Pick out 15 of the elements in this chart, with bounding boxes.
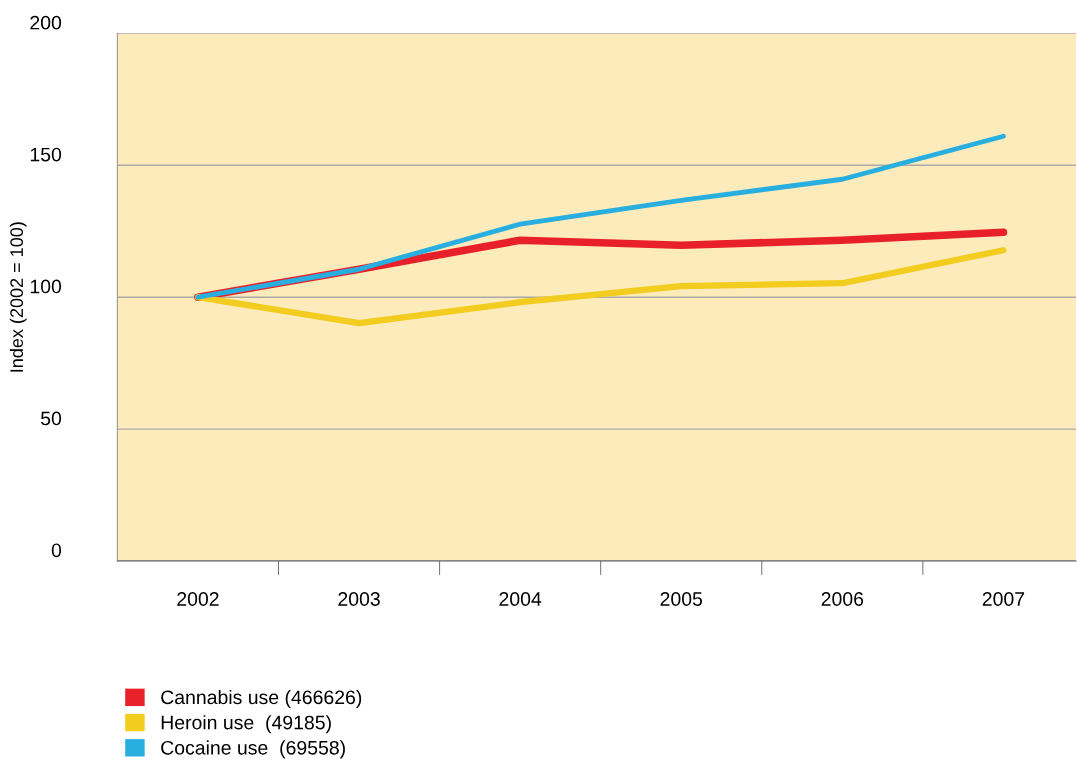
legend-label: Heroin use (49185) bbox=[161, 715, 331, 734]
y-tick-label: 0 bbox=[51, 543, 62, 558]
x-tick-label: 2006 bbox=[821, 592, 864, 606]
y-tick-label: 200 bbox=[30, 15, 62, 30]
x-tick-label: 2005 bbox=[660, 592, 703, 606]
x-tick-label: 2004 bbox=[499, 592, 542, 606]
y-tick-label: 100 bbox=[30, 279, 62, 294]
legend-label: Cannabis use (466626) bbox=[161, 689, 362, 709]
x-tick-label: 2007 bbox=[982, 592, 1025, 606]
y-tick-label: 150 bbox=[30, 147, 62, 162]
y-axis-title: Index (2002 = 100) bbox=[9, 222, 27, 372]
y-tick-label: 50 bbox=[40, 411, 62, 426]
x-tick-label: 2003 bbox=[338, 592, 380, 606]
legend-label: Cocaine use (69558) bbox=[161, 740, 345, 759]
x-tick-label: 2002 bbox=[177, 592, 219, 606]
